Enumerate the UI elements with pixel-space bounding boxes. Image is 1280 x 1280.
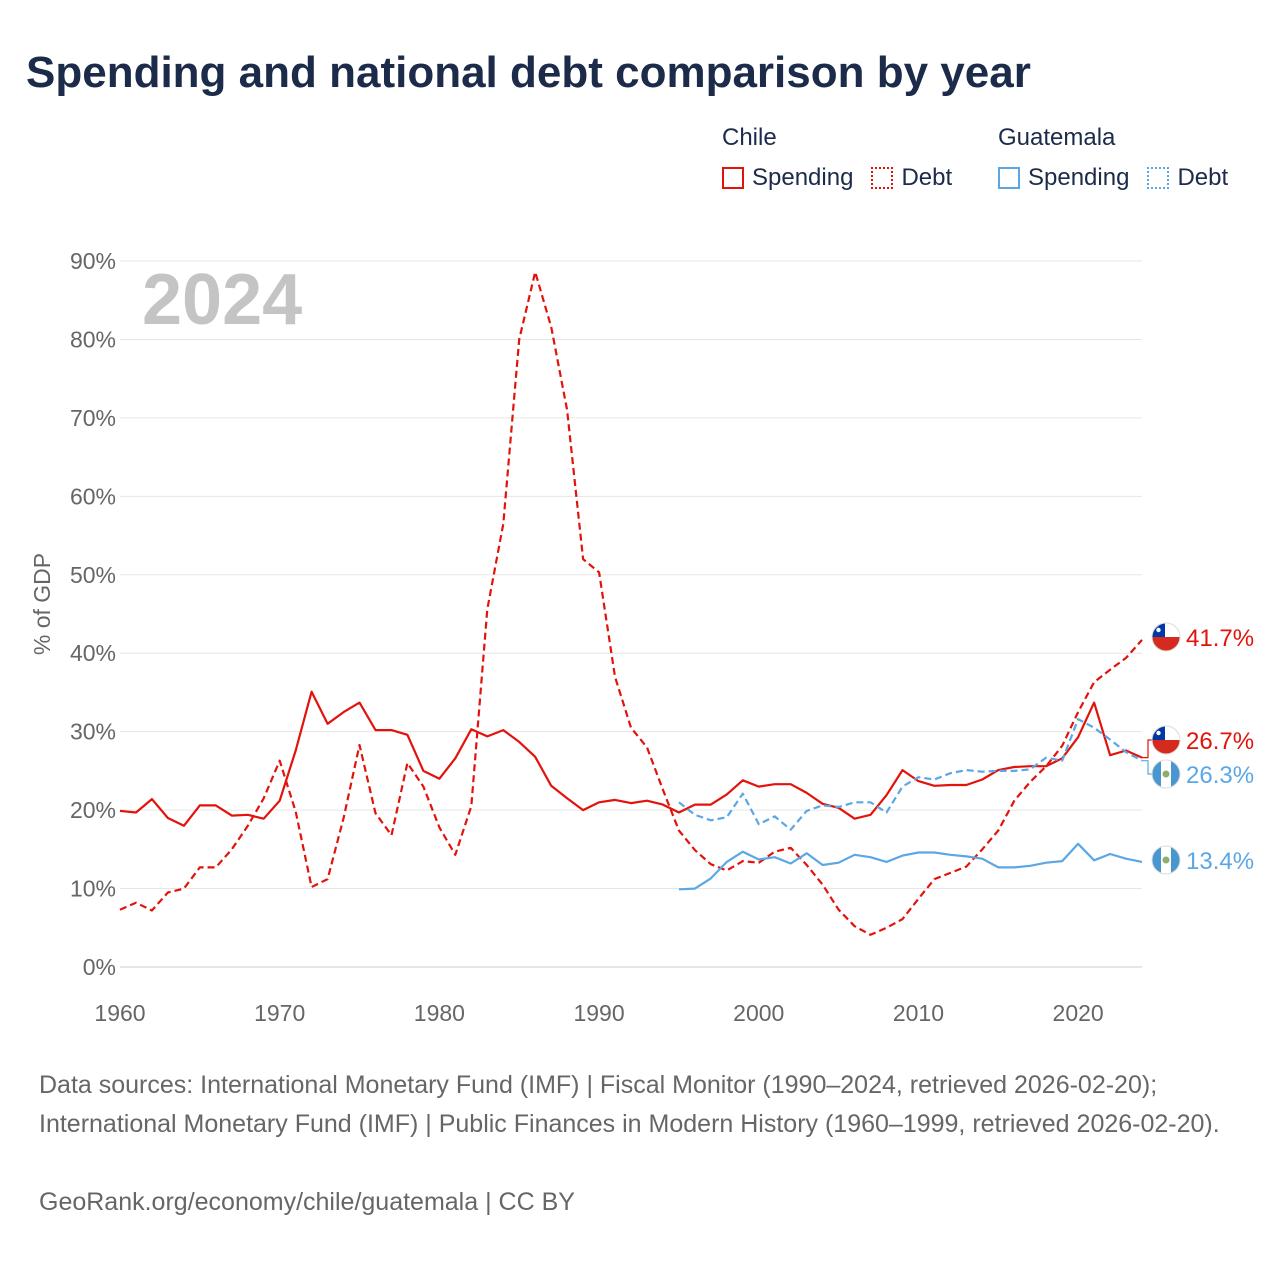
x-tick-label: 2020 bbox=[1053, 1000, 1104, 1026]
end-label-connector bbox=[1142, 760, 1152, 775]
x-tick-label: 2000 bbox=[733, 1000, 784, 1026]
end-value-label: 13.4% bbox=[1186, 848, 1254, 875]
y-tick-label: 70% bbox=[70, 405, 116, 431]
legend-guatemala-spending[interactable]: Spending bbox=[998, 164, 1129, 192]
legend-chile-spending[interactable]: Spending bbox=[722, 164, 853, 192]
legend-guatemala-debt-label: Debt bbox=[1177, 164, 1229, 191]
line-chart: 0% 10% 20% 30% 40% 50% 60% 70% 80% 90% 1960 1970 198… bbox=[29, 248, 1254, 1026]
x-tick-label: 1980 bbox=[414, 1000, 465, 1026]
series-line-chile-spending[interactable] bbox=[119, 690, 1143, 827]
x-tick-label: 1990 bbox=[573, 1000, 624, 1026]
series-line-guatemala-spending[interactable] bbox=[678, 842, 1143, 891]
y-tick-label: 40% bbox=[70, 640, 116, 666]
source-credit-link[interactable]: GeoRank.org/economy/chile/guatemala | CC… bbox=[39, 1188, 575, 1216]
guatemala-flag-icon bbox=[1151, 759, 1181, 789]
x-tick-label: 1970 bbox=[254, 1000, 305, 1026]
chile-flag-icon bbox=[1151, 622, 1181, 652]
legend-dotted-swatch-icon bbox=[871, 167, 894, 189]
legend-guatemala-spending-label: Spending bbox=[1028, 164, 1130, 191]
data-sources-note: Data sources: International Monetary Fun… bbox=[39, 1071, 1220, 1138]
series-line-chile-debt[interactable] bbox=[119, 270, 1143, 936]
y-tick-label: 30% bbox=[70, 719, 116, 745]
y-tick-label: 20% bbox=[70, 797, 116, 823]
end-label-connector bbox=[1142, 739, 1152, 759]
y-axis-label: % of GDP bbox=[29, 553, 55, 655]
y-tick-label: 80% bbox=[70, 326, 116, 352]
y-tick-label: 90% bbox=[70, 248, 116, 274]
y-tick-label: 50% bbox=[70, 562, 116, 588]
guatemala-flag-icon bbox=[1151, 845, 1181, 875]
legend-chile: Chile Spending Debt bbox=[722, 124, 952, 192]
legend-chile-debt-label: Debt bbox=[901, 164, 953, 191]
current-year-label: 2024 bbox=[142, 260, 302, 340]
legend-chile-title: Chile bbox=[722, 124, 777, 151]
legend-guatemala-debt[interactable]: Debt bbox=[1147, 164, 1228, 192]
series-line-guatemala-debt[interactable] bbox=[678, 717, 1143, 831]
chile-flag-icon bbox=[1151, 725, 1181, 755]
legend-guatemala: Guatemala Spending Debt bbox=[998, 124, 1228, 192]
legend-solid-swatch-icon bbox=[722, 167, 744, 189]
x-tick-label: 2010 bbox=[893, 1000, 944, 1026]
y-tick-label: 60% bbox=[70, 483, 116, 509]
legend-dotted-swatch-icon bbox=[1147, 167, 1170, 189]
x-tick-label: 1960 bbox=[94, 1000, 145, 1026]
y-tick-label: 10% bbox=[70, 876, 116, 902]
end-value-label: 26.3% bbox=[1186, 762, 1254, 789]
chart-title: Spending and national debt comparison by… bbox=[26, 48, 1031, 97]
end-value-label: 26.7% bbox=[1186, 728, 1254, 755]
y-tick-label: 0% bbox=[83, 954, 116, 980]
end-value-label: 41.7% bbox=[1186, 625, 1254, 652]
legend-solid-swatch-icon bbox=[998, 167, 1020, 189]
legend-chile-debt[interactable]: Debt bbox=[871, 164, 952, 192]
legend-guatemala-title: Guatemala bbox=[998, 124, 1116, 151]
legend-chile-spending-label: Spending bbox=[752, 164, 854, 191]
